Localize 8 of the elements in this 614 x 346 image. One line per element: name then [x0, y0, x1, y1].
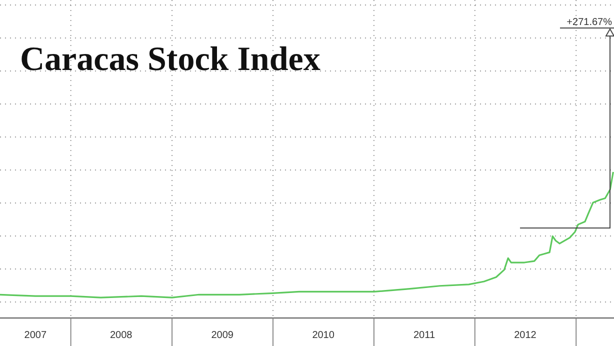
- chart-title: Caracas Stock Index: [20, 41, 320, 78]
- x-tick-label: 2009: [211, 330, 234, 341]
- x-tick-label: 2010: [312, 330, 335, 341]
- x-tick-label: 2008: [110, 330, 133, 341]
- text: +271.67%: [566, 17, 612, 28]
- x-tick-label: 2011: [414, 330, 436, 341]
- x-tick-label: 2012: [514, 330, 537, 341]
- x-tick-label: 2007: [24, 330, 47, 341]
